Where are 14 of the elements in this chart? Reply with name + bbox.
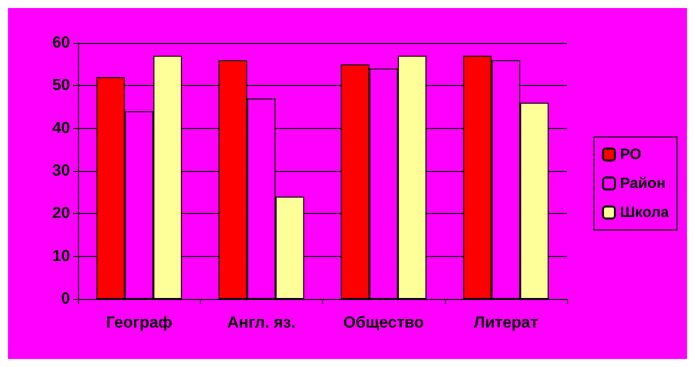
x-tick-label: Общество	[343, 314, 424, 332]
x-tick-label: Англ. яз.	[227, 314, 296, 332]
y-tick-label: 20	[52, 205, 70, 222]
y-tick-label: 50	[52, 77, 70, 94]
x-tick-label: Географ	[106, 314, 172, 332]
x-tick-label: Литерат	[474, 314, 538, 332]
legend-label: РО	[620, 146, 642, 163]
y-tick-label: 60	[52, 34, 70, 52]
y-tick-label: 40	[52, 120, 70, 137]
legend-label: Район	[620, 175, 666, 192]
y-tick-label: 0	[61, 290, 70, 308]
y-tick-label: 30	[52, 162, 70, 180]
y-tick-label: 10	[52, 248, 70, 265]
legend-label: Школа	[620, 204, 670, 221]
